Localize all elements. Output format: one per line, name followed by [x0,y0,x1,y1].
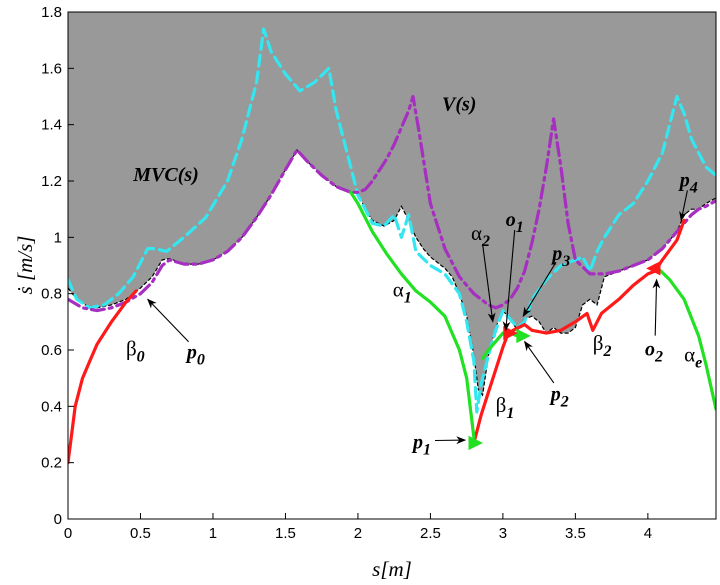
x-tick-label: 2.5 [420,525,441,542]
series-red-3 [68,289,138,465]
annotation-7: α2 [471,221,490,250]
marker-red-3 [646,261,661,276]
annotation-3: β0 [126,337,145,366]
series-v-dashdot-2 [68,94,716,313]
annotation-6: β1 [496,393,515,422]
annotation-0: MVC(s) [132,164,199,186]
y-tick-label: 1.4 [41,117,62,134]
marker-green-0 [468,435,483,451]
series-cyan-dashed-1 [68,27,716,414]
y-tick-label: 1.6 [41,60,62,77]
annotation-arrow-14 [679,190,688,222]
axis-layer: 0 0.5 1 1.5 2 2.5 3 3.5 4 0 0.2 0.4 0.6 0.8 1 1.2 1.4 1.6… [41,4,652,542]
annotation-1: V(s) [442,94,476,116]
series-green-5 [349,190,476,439]
annotation-2: p0 [185,341,205,368]
annotation-11: β2 [593,331,612,360]
x-tick-label: 2 [354,525,362,542]
y-tick-label: 0.4 [41,398,62,415]
plot-frame [67,11,717,520]
annotation-layer: MVC(s) V(s) p0 β0 α1 p1 β1 α2 o1 p3 p2 β2 o2 αe p4 [126,94,702,459]
series-layer [68,12,716,465]
series-red-4 [472,218,686,445]
y-tick-label: 1.8 [41,4,62,21]
y-tick-label: 0 [54,511,62,528]
x-tick-label: 3.5 [565,525,586,542]
x-tick-label: 1.5 [275,525,296,542]
annotation-9: p3 [550,243,570,270]
annotation-4: α1 [393,277,412,306]
annotation-arrow-7 [482,243,496,323]
y-tick-label: 0.8 [41,286,62,303]
marker-green-1 [516,328,531,344]
x-axis-label: s[m] [372,557,412,581]
x-tick-label: 4 [644,525,652,542]
annotation-13: αe [684,342,702,371]
annotation-arrow-12 [652,278,661,336]
mvc-region [68,12,716,396]
x-tick-label: 1 [209,525,217,542]
annotation-14: p4 [678,170,698,197]
annotation-arrow-2 [147,298,189,343]
annotation-5: p1 [411,432,431,459]
y-tick-label: 0.6 [41,342,62,359]
annotation-arrow-10 [524,340,555,384]
y-tick-label: 1.2 [41,173,62,190]
mvc-boundary [68,148,716,397]
annotation-10: p2 [549,384,569,411]
y-tick-label: 1 [54,229,62,246]
y-axis-label: ṡ [m/s] [13,236,37,295]
x-tick-label: 3 [499,525,507,542]
x-tick-label: 0 [64,525,72,542]
annotation-arrow-9 [522,261,557,318]
x-tick-label: 0.5 [130,525,151,542]
annotation-12: o2 [645,339,663,366]
annotation-arrow-8 [502,229,516,332]
annotation-8: o1 [506,209,524,236]
series-green-7 [653,263,716,411]
y-tick-label: 0.2 [41,455,62,472]
